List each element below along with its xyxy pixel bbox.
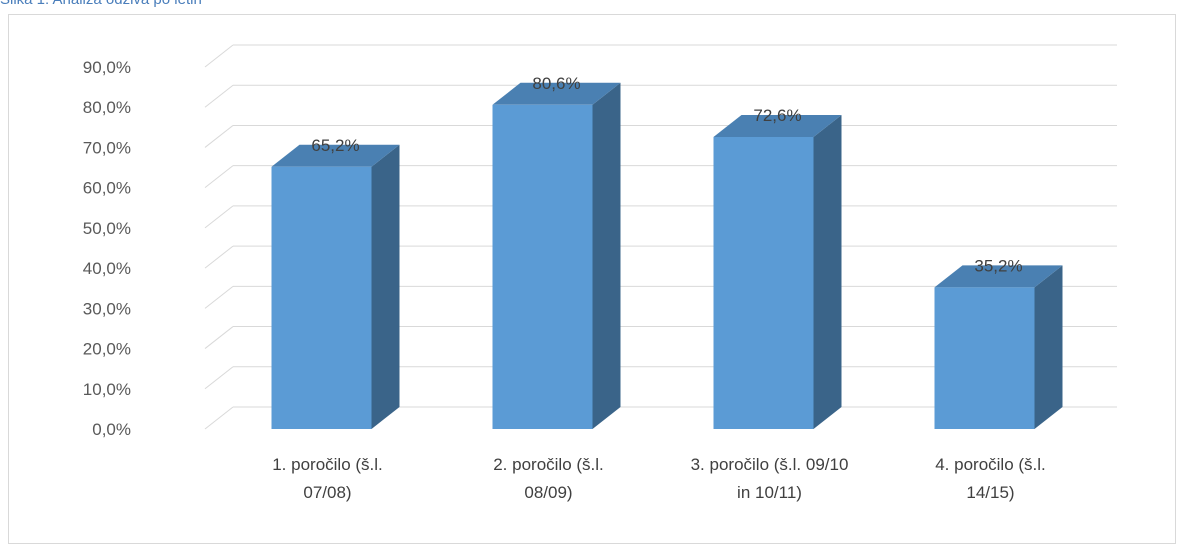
bar (934, 287, 1035, 429)
y-tick-label: 90,0% (83, 58, 131, 77)
bar (271, 166, 372, 430)
category-label: 3. poročilo (š.l. 09/10 in 10/11) (691, 455, 849, 502)
bar-top (713, 114, 842, 137)
bar-top (934, 265, 1063, 288)
category-label: 1. poročilo (š.l. 07/08) (272, 455, 383, 502)
bar (713, 136, 814, 429)
bar-side (1034, 265, 1063, 429)
y-tick-label: 30,0% (83, 299, 131, 318)
bar (492, 104, 593, 429)
data-label: 80,6% (532, 74, 580, 93)
chart-frame: 0,0% 10,0% 20,0% 30,0% 40,0% 50,0% 60,0% 70,0% 8… (8, 14, 1176, 544)
category-label: 2. poročilo (š.l. 08/09) (493, 455, 604, 502)
y-tick-label: 70,0% (83, 138, 131, 157)
y-tick-label: 10,0% (83, 380, 131, 399)
gridline-depth (204, 406, 234, 430)
gridline-depth (204, 205, 234, 229)
gridline-depth (204, 366, 234, 390)
y-axis-ticks: 0,0% 10,0% 20,0% 30,0% 40,0% 50,0% 60,0% 70,0% 8… (83, 58, 131, 439)
bar-top (271, 144, 400, 167)
gridline-depth (204, 84, 234, 108)
gridline-depth (204, 285, 234, 309)
data-label: 65,2% (311, 136, 359, 155)
data-label: 72,6% (753, 106, 801, 125)
gridline-depth (204, 165, 234, 189)
figure-caption: Slika 1: Analiza odziva po letih (0, 0, 202, 9)
gridline-depth (204, 245, 234, 269)
y-tick-label: 50,0% (83, 219, 131, 238)
gridline-depth (204, 44, 234, 68)
gridline-depth (204, 125, 234, 148)
bar-side (371, 144, 400, 430)
data-label: 35,2% (974, 256, 1022, 275)
gridline-depth (204, 326, 234, 349)
bars (271, 82, 1063, 430)
y-tick-label: 20,0% (83, 340, 131, 359)
bar-side (813, 114, 842, 429)
x-axis-categories: 1. poročilo (š.l. 07/08) 2. poročilo (š.l.… (272, 455, 1046, 502)
bar-side (592, 82, 621, 429)
category-label: 4. poročilo (š.l. 14/15) (935, 455, 1046, 502)
y-tick-label: 0,0% (92, 420, 131, 439)
data-labels: 65,2% 80,6% 72,6% 35,2% (311, 74, 1022, 276)
y-tick-label: 80,0% (83, 98, 131, 117)
y-tick-label: 40,0% (83, 259, 131, 278)
bar-top (492, 82, 621, 105)
y-tick-label: 60,0% (83, 179, 131, 198)
bar-chart-3d: 0,0% 10,0% 20,0% 30,0% 40,0% 50,0% 60,0% 70,0% 8… (83, 44, 1117, 502)
